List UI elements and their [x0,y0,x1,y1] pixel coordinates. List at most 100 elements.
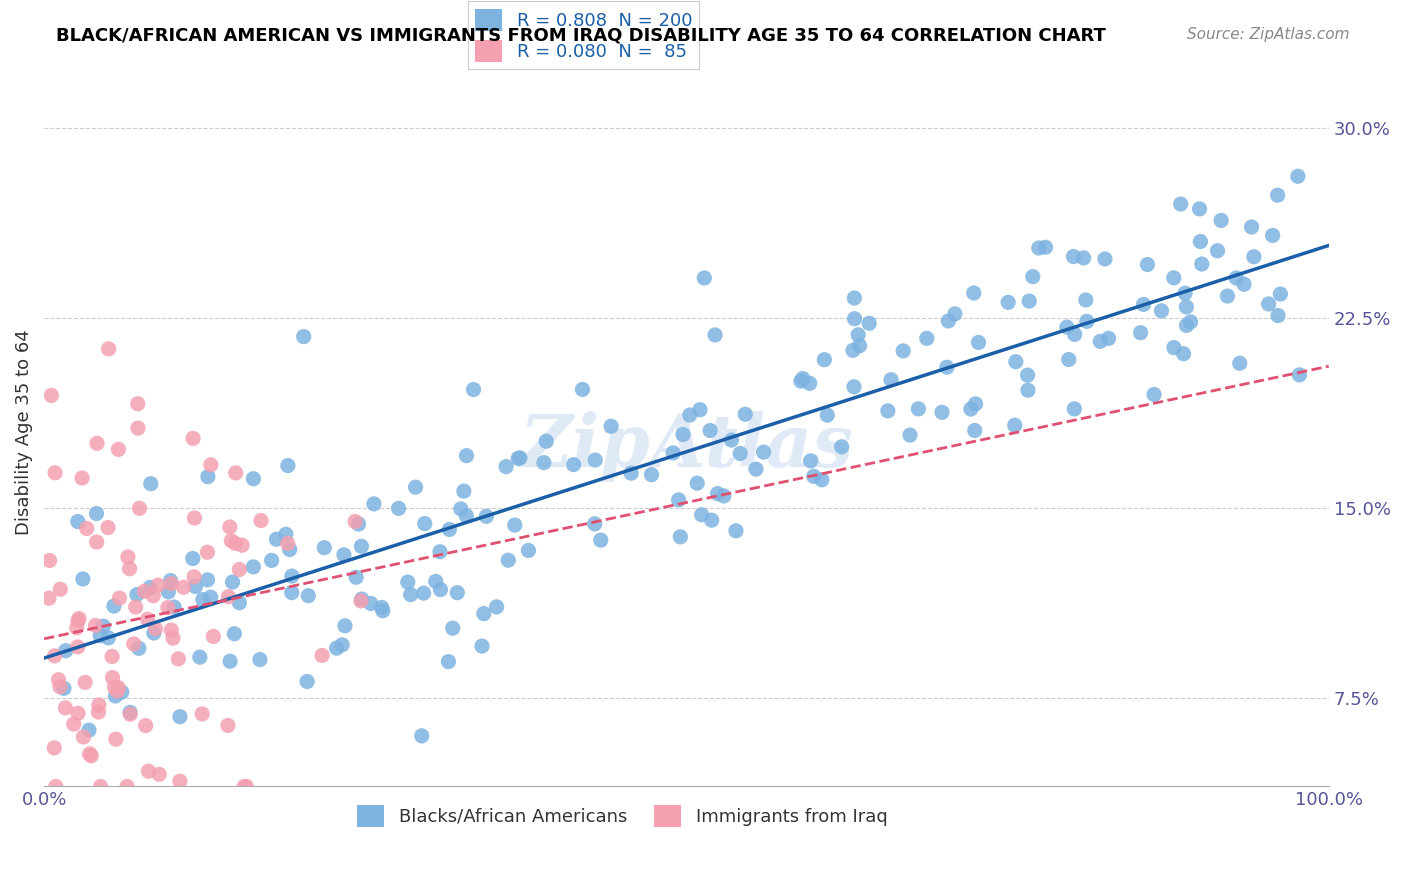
Immigrants from Iraq [200,458,222,472]
Blacks/African Americans [620,466,643,480]
Immigrants from Iraq [86,436,108,450]
Immigrants from Iraq [156,600,179,615]
Blacks/African Americans [128,641,150,656]
Blacks/African Americans [453,484,475,499]
Immigrants from Iraq [75,675,97,690]
Blacks/African Americans [295,674,318,689]
Blacks/African Americans [456,449,478,463]
Blacks/African Americans [1261,228,1284,243]
Blacks/African Americans [858,316,880,330]
Blacks/African Americans [1063,327,1085,342]
Blacks/African Americans [139,476,162,491]
Blacks/African Americans [125,588,148,602]
Blacks/African Americans [915,331,938,345]
Blacks/African Americans [1257,297,1279,311]
Blacks/African Americans [347,516,370,531]
Blacks/African Americans [456,508,478,523]
Immigrants from Iraq [134,584,156,599]
Immigrants from Iraq [233,780,256,794]
Immigrants from Iraq [183,570,205,584]
Blacks/African Americans [1017,383,1039,397]
Blacks/African Americans [960,401,983,416]
Blacks/African Americans [111,685,134,699]
Blacks/African Americans [181,551,204,566]
Blacks/African Americans [790,374,813,388]
Blacks/African Americans [55,644,77,658]
Blacks/African Americans [278,542,301,557]
Immigrants from Iraq [87,698,110,712]
Immigrants from Iraq [235,780,257,794]
Blacks/African Americans [686,476,709,491]
Blacks/African Americans [387,501,409,516]
Blacks/African Americans [943,307,966,321]
Blacks/African Americans [728,446,751,460]
Blacks/African Americans [935,360,957,375]
Blacks/African Americans [139,581,162,595]
Blacks/African Americans [752,445,775,459]
Blacks/African Americans [813,352,835,367]
Immigrants from Iraq [250,514,273,528]
Blacks/African Americans [184,579,207,593]
Blacks/African Americans [1076,314,1098,328]
Immigrants from Iraq [218,520,240,534]
Blacks/African Americans [1073,251,1095,265]
Blacks/African Americans [197,469,219,483]
Blacks/African Americans [363,497,385,511]
Blacks/African Americans [1150,303,1173,318]
Immigrants from Iraq [125,599,148,614]
Blacks/African Americans [844,311,866,326]
Blacks/African Americans [931,405,953,419]
Blacks/African Americans [706,486,728,500]
Blacks/African Americans [86,507,108,521]
Blacks/African Americans [97,631,120,645]
Blacks/African Americans [679,408,702,422]
Blacks/African Americans [471,639,494,653]
Blacks/African Americans [1057,352,1080,367]
Blacks/African Americans [1188,202,1211,216]
Immigrants from Iraq [86,535,108,549]
Blacks/African Americans [533,456,555,470]
Immigrants from Iraq [202,630,225,644]
Blacks/African Americans [103,599,125,613]
Blacks/African Americans [200,591,222,605]
Blacks/African Americans [425,574,447,589]
Blacks/African Americans [689,402,711,417]
Blacks/African Americans [965,397,987,411]
Immigrants from Iraq [191,706,214,721]
Blacks/African Americans [281,585,304,599]
Immigrants from Iraq [44,466,66,480]
Immigrants from Iraq [142,589,165,603]
Blacks/African Americans [1170,197,1192,211]
Immigrants from Iraq [38,591,60,606]
Immigrants from Iraq [79,747,101,761]
Blacks/African Americans [1286,169,1309,184]
Blacks/African Americans [412,586,434,600]
Blacks/African Americans [475,509,498,524]
Blacks/African Americans [517,543,540,558]
Blacks/African Americans [411,729,433,743]
Immigrants from Iraq [87,705,110,719]
Blacks/African Americans [662,446,685,460]
Blacks/African Americans [1288,368,1310,382]
Immigrants from Iraq [183,511,205,525]
Blacks/African Americans [1022,269,1045,284]
Blacks/African Americans [66,515,89,529]
Blacks/African Americans [437,655,460,669]
Immigrants from Iraq [162,631,184,645]
Blacks/African Americans [413,516,436,531]
Immigrants from Iraq [70,471,93,485]
Blacks/African Americans [842,343,865,358]
Blacks/African Americans [197,573,219,587]
Blacks/African Americans [997,295,1019,310]
Blacks/African Americans [803,469,825,483]
Immigrants from Iraq [103,680,125,694]
Blacks/African Americans [405,480,427,494]
Blacks/African Americans [1136,258,1159,272]
Immigrants from Iraq [104,732,127,747]
Blacks/African Americans [1267,188,1289,202]
Blacks/African Americans [277,458,299,473]
Blacks/African Americans [600,419,623,434]
Blacks/African Americans [1175,300,1198,314]
Blacks/African Americans [1267,309,1289,323]
Blacks/African Americans [1017,368,1039,383]
